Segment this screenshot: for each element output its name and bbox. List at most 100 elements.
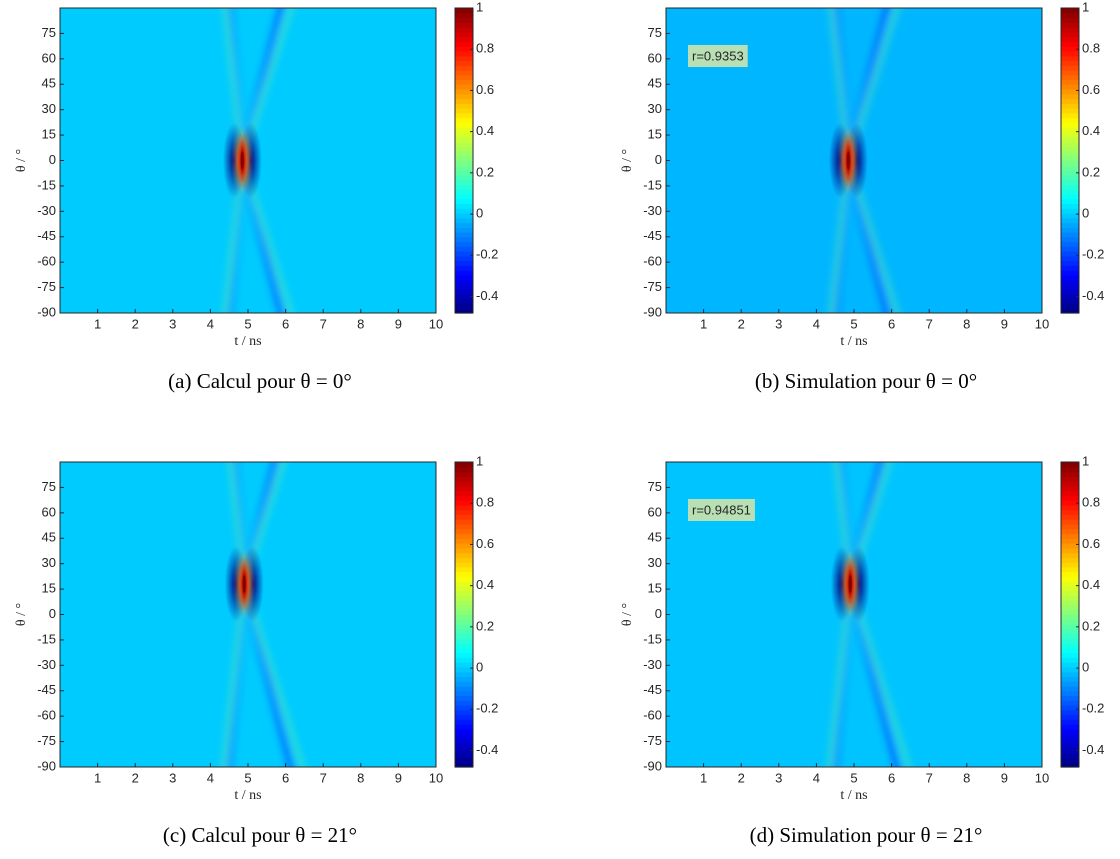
y-tick-label: -30 — [643, 203, 662, 218]
x-tick-label: 3 — [169, 770, 176, 785]
colorbar-tick-label: -0.4 — [476, 742, 498, 757]
y-tick-label: -90 — [37, 304, 56, 319]
annotation-box — [688, 499, 755, 521]
y-tick-label: 15 — [648, 581, 662, 596]
x-tick-label: 8 — [357, 770, 364, 785]
colorbar-frame — [1060, 7, 1080, 314]
colorbar-tick-label: 1 — [1082, 0, 1089, 14]
x-tick-label: 7 — [320, 316, 327, 331]
y-tick-label: 30 — [42, 555, 56, 570]
y-tick-label: 75 — [648, 479, 662, 494]
y-axis-label: θ / ° — [14, 603, 29, 626]
colorbar-tick-label: -0.4 — [476, 288, 498, 303]
x-tick-label: 7 — [926, 770, 933, 785]
x-tick-label: 4 — [813, 770, 820, 785]
colorbar-tick-label: 0.8 — [1082, 41, 1100, 56]
y-tick-label: 30 — [42, 101, 56, 116]
x-tick-label: 2 — [738, 316, 745, 331]
x-tick-label: 1 — [700, 770, 707, 785]
x-tick-label: 10 — [429, 316, 443, 331]
y-tick-label: -45 — [643, 682, 662, 697]
y-tick-label: -60 — [643, 254, 662, 269]
y-tick-label: 0 — [49, 152, 56, 167]
x-tick-label: 10 — [1035, 770, 1049, 785]
caption: (b) Simulation pour θ = 0° — [755, 369, 977, 393]
y-axis-label: θ / ° — [620, 603, 635, 626]
x-tick-label: 3 — [775, 316, 782, 331]
y-tick-label: 60 — [42, 504, 56, 519]
y-tick-label: -45 — [643, 228, 662, 243]
colorbar-frame — [454, 7, 474, 314]
y-tick-label: -60 — [37, 708, 56, 723]
x-tick-label: 8 — [357, 316, 364, 331]
y-tick-label: 0 — [655, 606, 662, 621]
colorbar-tick-label: 0.8 — [476, 495, 494, 510]
x-tick-label: 4 — [813, 316, 820, 331]
colorbar-tick-label: -0.4 — [1082, 288, 1104, 303]
x-tick-label: 1 — [94, 316, 101, 331]
y-tick-label: -15 — [37, 177, 56, 192]
y-tick-label: -90 — [643, 758, 662, 773]
y-tick-label: 75 — [648, 25, 662, 40]
colorbar-tick-label: 0 — [1082, 660, 1089, 675]
x-tick-label: 5 — [850, 770, 857, 785]
caption: (a) Calcul pour θ = 0° — [168, 369, 352, 393]
colorbar-tick-label: 0.8 — [476, 41, 494, 56]
y-tick-label: -75 — [643, 733, 662, 748]
colorbar-tick-label: 0 — [476, 206, 483, 221]
caption: (c) Calcul pour θ = 21° — [163, 823, 357, 847]
y-tick-label: 45 — [42, 530, 56, 545]
y-axis-label: θ / ° — [14, 149, 29, 172]
peak — [846, 151, 850, 170]
y-tick-label: 60 — [42, 50, 56, 65]
x-tick-label: 3 — [169, 316, 176, 331]
x-axis-label: t / ns — [234, 334, 261, 349]
peak — [240, 151, 244, 170]
colorbar-tick-label: 1 — [476, 453, 483, 468]
colorbar-tick-label: 0.6 — [1082, 536, 1100, 551]
colorbar-tick-label: 0.6 — [1082, 82, 1100, 97]
y-tick-label: -90 — [37, 758, 56, 773]
y-tick-label: 60 — [648, 50, 662, 65]
colorbar-tick-label: 0.4 — [1082, 123, 1100, 138]
y-tick-label: -30 — [643, 657, 662, 672]
y-tick-label: -30 — [37, 657, 56, 672]
annotation: r=0.94851 — [688, 499, 755, 521]
colorbar-frame — [1060, 461, 1080, 768]
y-tick-label: 15 — [648, 127, 662, 142]
y-tick-label: 0 — [49, 606, 56, 621]
subplot: 1 2 3 4 5 6 7 8 9 10-90-75-60-45-30-1501530456075… — [14, 453, 498, 847]
colorbar-tick-label: -0.4 — [1082, 742, 1104, 757]
x-tick-label: 1 — [94, 770, 101, 785]
y-tick-label: 60 — [648, 504, 662, 519]
x-axis-label: t / ns — [234, 788, 261, 803]
y-axis-label: θ / ° — [620, 149, 635, 172]
x-tick-label: 7 — [926, 316, 933, 331]
x-tick-label: 8 — [963, 770, 970, 785]
colorbar: -0.4 -0.2 0 0.2 0.4 0.6 0.8 1 — [454, 453, 498, 768]
x-tick-label: 3 — [775, 770, 782, 785]
colorbar-tick-label: 0.2 — [1082, 618, 1100, 633]
y-tick-label: -15 — [643, 177, 662, 192]
y-tick-label: 15 — [42, 581, 56, 596]
colorbar-tick-label: 0.6 — [476, 82, 494, 97]
y-tick-label: 30 — [648, 555, 662, 570]
y-tick-label: 45 — [42, 76, 56, 91]
y-tick-label: 30 — [648, 101, 662, 116]
colorbar-tick-label: -0.2 — [1082, 247, 1104, 262]
y-tick-label: -45 — [37, 682, 56, 697]
x-tick-label: 9 — [1001, 770, 1008, 785]
colorbar-tick-label: 0.8 — [1082, 495, 1100, 510]
x-tick-label: 10 — [1035, 316, 1049, 331]
x-tick-label: 9 — [1001, 316, 1008, 331]
y-tick-label: -75 — [37, 733, 56, 748]
colorbar-tick-label: 0 — [476, 660, 483, 675]
colorbar-tick-label: 0.4 — [476, 577, 494, 592]
x-tick-label: 5 — [244, 770, 251, 785]
x-tick-label: 5 — [244, 316, 251, 331]
y-tick-label: 75 — [42, 25, 56, 40]
colorbar: -0.4 -0.2 0 0.2 0.4 0.6 0.8 1 — [1060, 0, 1104, 314]
colorbar-tick-label: 1 — [476, 0, 483, 14]
caption: (d) Simulation pour θ = 21° — [750, 823, 983, 847]
